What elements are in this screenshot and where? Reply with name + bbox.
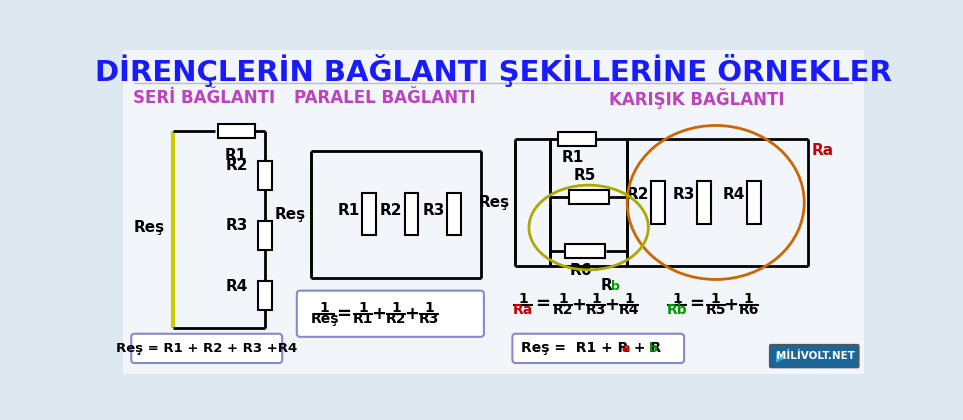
Text: R2: R2 [386, 312, 406, 326]
Text: R: R [600, 278, 612, 293]
Text: DİRENÇLERİN BAĞLANTI ŞEKİLLERİNE ÖRNEKLER: DİRENÇLERİN BAĞLANTI ŞEKİLLERİNE ÖRNEKLE… [94, 54, 892, 87]
Text: R3: R3 [422, 203, 445, 218]
Text: + R: + R [629, 341, 661, 355]
Text: +: + [404, 305, 419, 323]
Text: 1: 1 [425, 302, 434, 315]
Text: 1: 1 [518, 292, 528, 306]
FancyBboxPatch shape [558, 132, 596, 146]
Text: Reş: Reş [274, 207, 305, 221]
Text: 1: 1 [711, 292, 720, 306]
Text: R3: R3 [672, 187, 695, 202]
Text: 1: 1 [625, 292, 635, 306]
Text: R2: R2 [225, 158, 248, 173]
Text: R1: R1 [562, 150, 585, 165]
Text: +: + [723, 296, 739, 313]
FancyBboxPatch shape [131, 334, 282, 363]
Text: =: = [534, 296, 550, 313]
Text: 1: 1 [591, 292, 601, 306]
FancyBboxPatch shape [404, 193, 419, 235]
FancyBboxPatch shape [512, 334, 684, 363]
Text: R4: R4 [619, 303, 639, 317]
Text: R3: R3 [586, 303, 607, 317]
Text: +: + [604, 296, 619, 313]
FancyBboxPatch shape [297, 291, 484, 337]
FancyBboxPatch shape [747, 181, 761, 223]
Text: R2: R2 [379, 203, 403, 218]
Text: R2: R2 [553, 303, 574, 317]
Text: Reş =  R1 + R: Reş = R1 + R [521, 341, 628, 355]
Text: SERİ BAĞLANTI: SERİ BAĞLANTI [133, 89, 274, 107]
FancyBboxPatch shape [219, 124, 255, 138]
Text: R5: R5 [706, 303, 726, 317]
FancyBboxPatch shape [769, 344, 859, 368]
Text: 1: 1 [743, 292, 754, 306]
Text: R6: R6 [739, 303, 759, 317]
FancyBboxPatch shape [258, 160, 273, 190]
Text: =: = [689, 296, 704, 313]
Text: 1: 1 [391, 302, 401, 315]
Text: R2: R2 [626, 187, 649, 202]
Text: Ra: Ra [513, 303, 534, 317]
FancyBboxPatch shape [697, 181, 711, 223]
FancyBboxPatch shape [121, 49, 866, 375]
Text: +: + [571, 296, 586, 313]
Text: 1: 1 [358, 302, 368, 315]
Text: R6: R6 [570, 263, 592, 278]
Text: PARALEL BAĞLANTI: PARALEL BAĞLANTI [294, 89, 476, 107]
Text: R1: R1 [352, 312, 374, 326]
Text: 1: 1 [672, 292, 682, 306]
Text: b: b [611, 280, 620, 293]
Text: MİLİVOLT.NET: MİLİVOLT.NET [776, 351, 855, 361]
FancyBboxPatch shape [258, 220, 273, 250]
FancyBboxPatch shape [564, 244, 605, 257]
Text: Ra: Ra [812, 143, 834, 158]
FancyBboxPatch shape [362, 193, 377, 235]
Text: 1: 1 [559, 292, 568, 306]
Text: 1: 1 [320, 302, 329, 315]
Text: R1: R1 [338, 203, 360, 218]
FancyBboxPatch shape [568, 190, 609, 204]
Text: b: b [649, 342, 658, 355]
FancyBboxPatch shape [651, 181, 664, 223]
Text: R5: R5 [574, 168, 596, 183]
Text: KARIŞIK BAĞLANTI: KARIŞIK BAĞLANTI [609, 88, 784, 109]
FancyBboxPatch shape [258, 281, 273, 310]
Text: Rb: Rb [666, 303, 688, 317]
Text: R4: R4 [226, 278, 248, 294]
Text: Reş = R1 + R2 + R3 +R4: Reş = R1 + R2 + R3 +R4 [117, 342, 298, 355]
Text: a: a [622, 342, 630, 355]
Text: R1: R1 [224, 148, 247, 163]
Text: +: + [371, 305, 386, 323]
Text: Reş: Reş [310, 312, 339, 326]
Text: R3: R3 [419, 312, 439, 326]
Text: R3: R3 [226, 218, 248, 234]
Text: ▶: ▶ [776, 349, 787, 363]
FancyBboxPatch shape [447, 193, 461, 235]
Text: Reş: Reş [134, 220, 165, 235]
Text: =: = [336, 305, 351, 323]
Text: Reş: Reş [479, 195, 509, 210]
Text: R4: R4 [722, 187, 745, 202]
